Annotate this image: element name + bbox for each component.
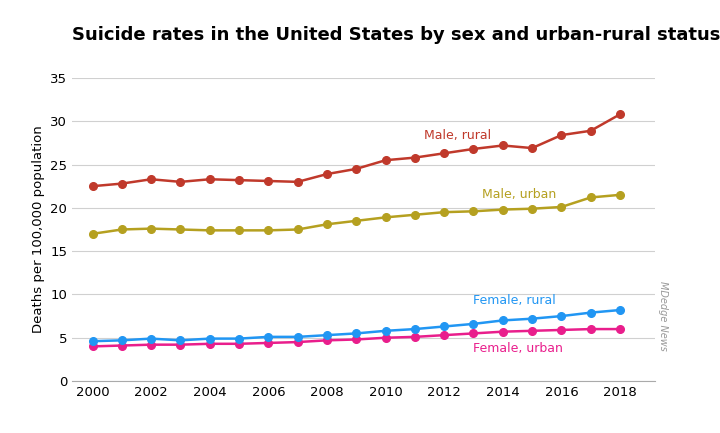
Text: Male, urban: Male, urban (482, 188, 557, 201)
Y-axis label: Deaths per 100,000 population: Deaths per 100,000 population (32, 126, 45, 333)
Text: Male, rural: Male, rural (423, 129, 491, 142)
Text: Suicide rates in the United States by sex and urban-rural status: Suicide rates in the United States by se… (72, 26, 720, 44)
Text: MDedge News: MDedge News (658, 281, 668, 351)
Text: Female, urban: Female, urban (474, 342, 563, 355)
Text: Female, rural: Female, rural (474, 294, 557, 307)
